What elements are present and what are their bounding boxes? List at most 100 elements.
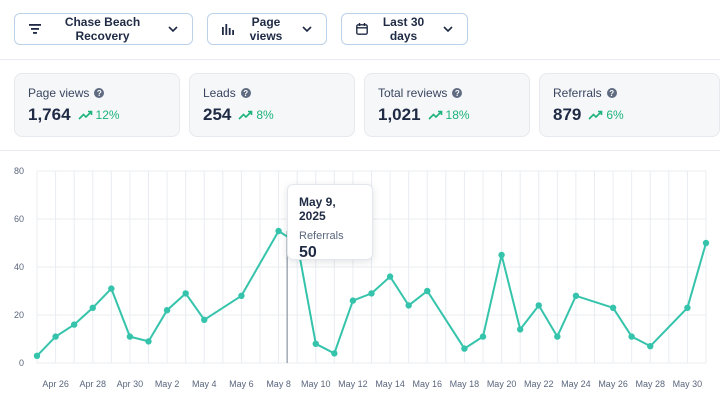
x-tick-label: May 10 — [301, 379, 331, 389]
calendar-icon — [356, 22, 368, 36]
x-tick-label: May 6 — [229, 379, 254, 389]
x-tick-label: May 14 — [375, 379, 405, 389]
data-point — [70, 321, 78, 328]
data-point — [33, 352, 41, 359]
x-tick-label: May 20 — [487, 379, 517, 389]
x-tick-label: Apr 28 — [79, 379, 106, 389]
property-filter-label: Chase Beach Recovery — [64, 15, 141, 43]
stats-row: Page views ? 1,764 12% Leads ? 254 8% To… — [14, 73, 720, 137]
stat-card-leads: Leads ? 254 8% — [189, 73, 355, 137]
data-point — [312, 340, 319, 347]
stat-card-total-reviews: Total reviews ? 1,021 18% — [364, 73, 530, 137]
stat-value: 254 — [203, 105, 232, 124]
y-tick-label: 60 — [14, 214, 24, 224]
data-point — [238, 292, 245, 299]
tooltip-series: Referrals — [299, 230, 344, 242]
data-point — [516, 326, 524, 333]
help-icon[interactable]: ? — [240, 88, 251, 98]
bar-chart-icon — [222, 22, 234, 36]
stat-label: Referrals — [553, 86, 602, 100]
help-icon[interactable]: ? — [606, 88, 617, 98]
stat-change-value: 8% — [256, 108, 274, 122]
x-tick-label: May 18 — [450, 379, 480, 389]
data-point — [405, 302, 412, 309]
stat-change: 12% — [77, 108, 120, 122]
date-range-button[interactable]: Last 30 days — [341, 13, 468, 45]
y-tick-label: 0 — [19, 358, 24, 368]
x-tick-label: May 4 — [192, 379, 217, 389]
stat-change: 6% — [588, 108, 624, 122]
chevron-down-icon — [302, 23, 312, 35]
data-point — [349, 297, 357, 304]
data-point — [126, 333, 134, 340]
chart-tooltip: May 9, 2025 Referrals 50 — [287, 184, 373, 261]
x-tick-label: May 28 — [635, 379, 665, 389]
stat-change: 8% — [238, 108, 274, 122]
tooltip-value: 50 — [299, 244, 317, 261]
x-tick-label: May 12 — [338, 379, 368, 389]
x-tick-label: May 8 — [266, 379, 291, 389]
data-point — [163, 307, 171, 314]
stat-card-page-views: Page views ? 1,764 12% — [14, 73, 180, 137]
data-point — [52, 333, 59, 340]
x-tick-label: May 24 — [561, 379, 591, 389]
data-point — [609, 304, 617, 311]
tooltip-date: May 9, 2025 — [299, 195, 336, 223]
data-point — [331, 350, 338, 357]
data-point — [275, 227, 282, 235]
stat-label: Page views — [28, 86, 90, 100]
stat-change-value: 6% — [606, 108, 624, 122]
filter-lines-icon — [29, 22, 41, 36]
data-point — [479, 333, 487, 340]
metric-filter-label: Page views — [249, 15, 283, 43]
help-icon[interactable]: ? — [452, 88, 463, 98]
data-point — [145, 338, 152, 345]
data-point — [572, 292, 580, 299]
metric-filter-button[interactable]: Page views — [207, 13, 327, 45]
stats-divider — [0, 150, 720, 151]
x-tick-label: May 30 — [673, 379, 703, 389]
data-point — [182, 290, 189, 297]
trend-up-icon — [77, 110, 92, 120]
data-point — [628, 333, 635, 340]
data-point — [368, 290, 375, 297]
chevron-down-icon — [168, 23, 178, 35]
y-tick-label: 20 — [14, 310, 24, 320]
data-point — [535, 302, 542, 309]
data-point — [108, 285, 115, 292]
data-point — [424, 287, 431, 295]
stat-change-value: 18% — [445, 108, 470, 122]
property-filter-button[interactable]: Chase Beach Recovery — [14, 13, 193, 45]
help-icon[interactable]: ? — [94, 88, 105, 98]
filter-bar: Chase Beach Recovery Page views Last 30 … — [14, 13, 468, 45]
referrals-line-chart[interactable]: 0 20 40 60 80 Apr 26 Apr 28 Apr 30 May 2 May 4 May… — [0, 160, 720, 404]
data-point — [554, 333, 561, 340]
x-tick-label: May 2 — [155, 379, 180, 389]
stat-label: Leads — [203, 86, 236, 100]
trend-up-icon — [427, 110, 442, 120]
stat-value: 1,764 — [28, 105, 71, 124]
stat-label: Total reviews — [378, 86, 448, 100]
x-tick-label: Apr 30 — [117, 379, 144, 389]
date-range-label: Last 30 days — [382, 15, 425, 43]
trend-up-icon — [588, 110, 603, 120]
data-point — [89, 304, 96, 311]
chevron-down-icon — [443, 23, 453, 35]
header-divider — [0, 59, 720, 60]
data-point — [647, 343, 654, 350]
x-tick-label: Apr 26 — [42, 379, 69, 389]
stat-change-value: 12% — [95, 108, 120, 122]
data-point — [201, 316, 208, 323]
stat-value: 1,021 — [378, 105, 421, 124]
trend-up-icon — [238, 110, 253, 120]
stat-change: 18% — [427, 108, 470, 122]
data-point — [702, 239, 710, 247]
x-tick-label: May 26 — [598, 379, 628, 389]
data-point — [684, 304, 691, 311]
stat-value: 879 — [553, 105, 582, 124]
x-tick-label: May 16 — [412, 379, 442, 389]
y-tick-label: 80 — [14, 166, 24, 176]
y-tick-label: 40 — [14, 262, 24, 272]
x-tick-label: May 22 — [524, 379, 554, 389]
data-point — [498, 251, 505, 259]
